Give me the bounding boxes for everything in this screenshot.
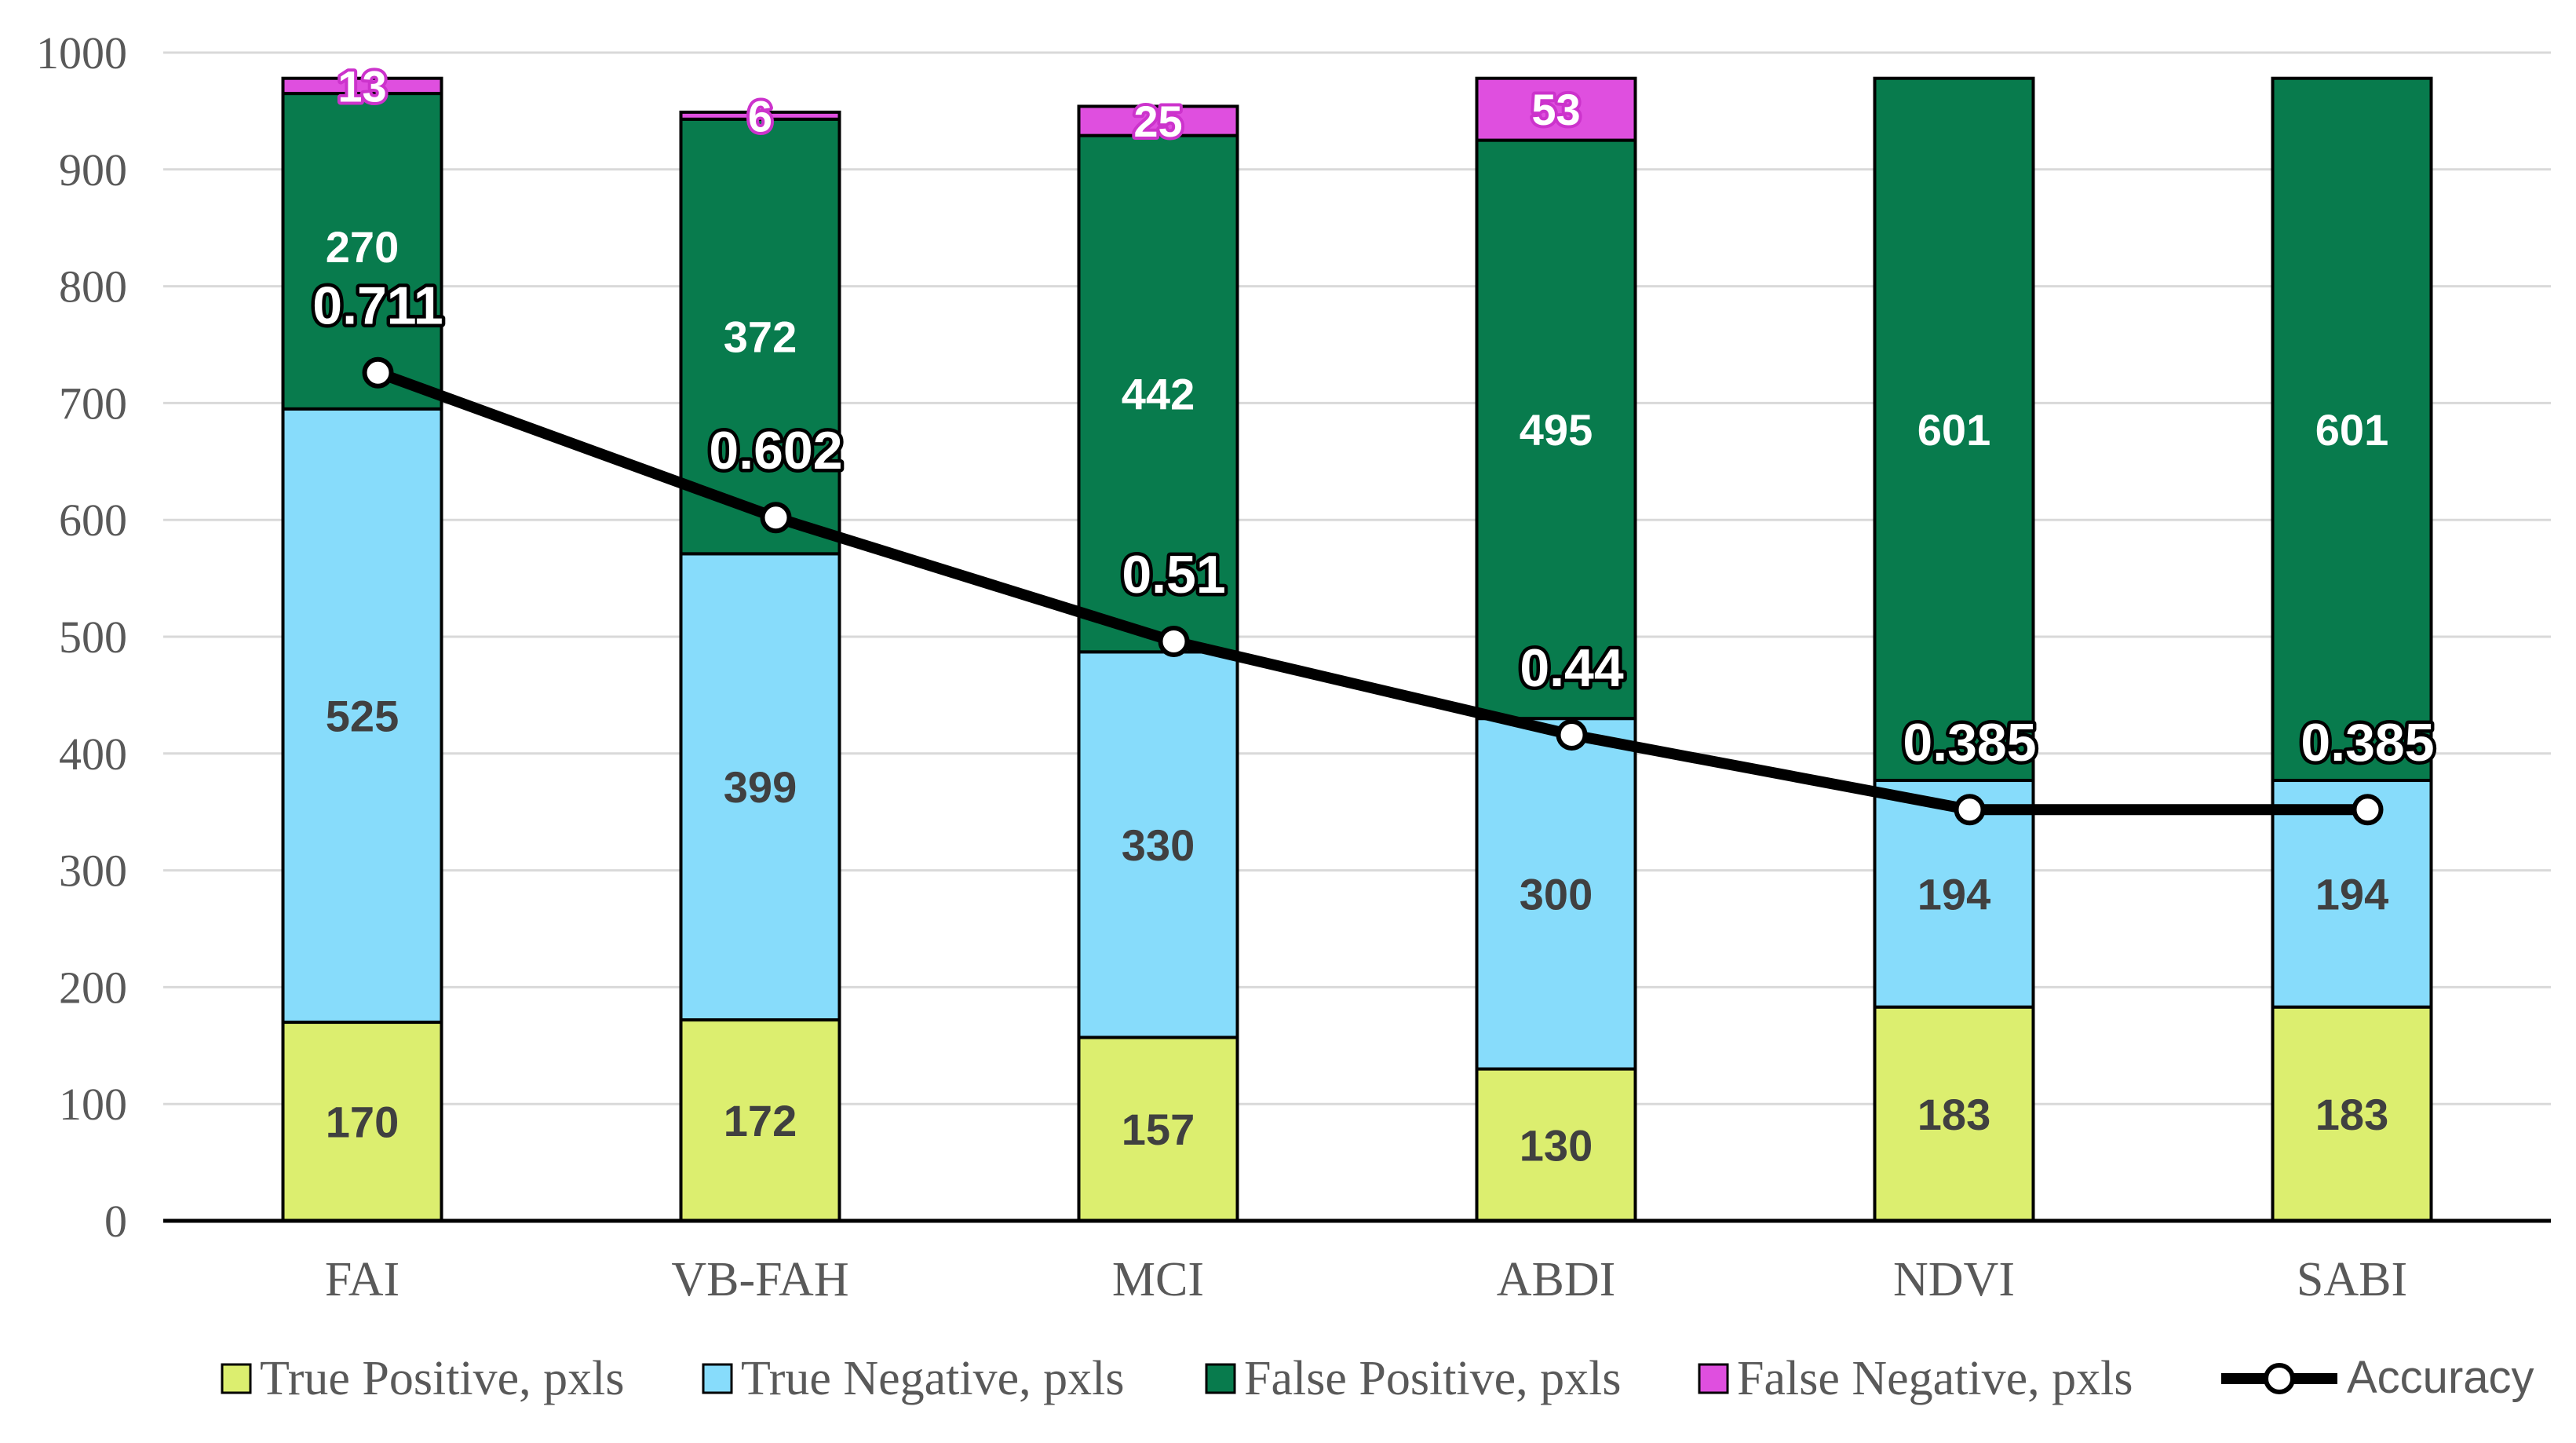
data-label: 330 <box>1122 820 1195 870</box>
accuracy-point <box>2352 794 2384 826</box>
legend-swatch <box>1698 1363 1729 1394</box>
accuracy-data-label: 0.385 <box>2301 713 2434 773</box>
accuracy-point <box>1158 625 1190 657</box>
bar-segment <box>679 110 841 121</box>
accuracy-data-label: 0.385 <box>1903 713 2036 773</box>
data-label: 183 <box>1917 1090 1990 1139</box>
data-label: 194 <box>1917 869 1990 919</box>
accuracy-point <box>760 502 792 534</box>
data-label: 183 <box>2315 1090 2388 1139</box>
y-axis-ticks: 0 100 200 300 400 500 600 700 800 900 1000 <box>36 27 127 1247</box>
y-tick-label: 100 <box>59 1079 127 1130</box>
legend-swatch <box>1205 1363 1236 1394</box>
data-label: 13 <box>338 61 386 111</box>
accuracy-point <box>1954 794 1986 826</box>
gridlines <box>163 51 2551 1105</box>
bar-segment <box>281 76 443 96</box>
data-label: 130 <box>1520 1120 1593 1170</box>
data-label: 442 <box>1122 369 1195 418</box>
x-category-label: SABI <box>2297 1253 2407 1306</box>
bar-segment <box>1475 1067 1637 1223</box>
data-label: 194 <box>2315 869 2388 919</box>
y-tick-label: 900 <box>59 144 127 195</box>
y-tick-label: 300 <box>59 846 127 897</box>
data-label: 601 <box>2315 405 2388 455</box>
legend: True Positive, pxls True Negative, pxls Fa… <box>221 1352 2534 1405</box>
data-label: 495 <box>1520 405 1593 455</box>
legend-label: True Positive, pxls <box>260 1352 625 1405</box>
y-tick-label: 1000 <box>36 27 127 79</box>
y-tick-label: 200 <box>59 962 127 1013</box>
data-label: 601 <box>1917 405 1990 455</box>
legend-marker <box>2264 1363 2295 1394</box>
x-category-label: ABDI <box>1497 1253 1616 1306</box>
bar-segment <box>1475 76 1637 142</box>
legend-swatch <box>221 1363 252 1394</box>
bar-segment <box>2271 76 2433 783</box>
bar-segment <box>1873 76 2035 783</box>
y-tick-label: 500 <box>59 612 127 663</box>
data-label: 399 <box>724 762 797 812</box>
data-label: 525 <box>326 691 399 740</box>
x-axis-categories: FAI VB-FAH MCI ABDI NDVI SABI <box>325 1253 2407 1306</box>
bar-segment <box>281 407 443 1025</box>
x-category-label: FAI <box>325 1253 400 1306</box>
legend-label: True Negative, pxls <box>741 1352 1125 1405</box>
data-label: 172 <box>724 1096 797 1145</box>
data-label: 170 <box>326 1098 399 1147</box>
data-label: 6 <box>748 91 772 141</box>
x-category-label: NDVI <box>1893 1253 2015 1306</box>
bars <box>281 76 2433 1223</box>
legend-label: Accuracy <box>2347 1352 2534 1403</box>
bar-segment <box>1475 717 1637 1071</box>
bar-segment <box>1077 104 1239 137</box>
accuracy-data-label: 0.602 <box>709 421 842 480</box>
accuracy-point <box>1556 718 1588 751</box>
accuracy-series-line <box>376 367 2368 816</box>
bar-segment <box>1475 138 1637 721</box>
accuracy-data-label: 0.44 <box>1520 638 1624 698</box>
y-tick-label: 700 <box>59 378 127 429</box>
accuracy-data-label: 0.51 <box>1122 545 1225 605</box>
bar-segment <box>2271 1005 2433 1223</box>
bar-segment <box>679 117 841 556</box>
data-label: 53 <box>1531 85 1580 134</box>
legend-label: False Negative, pxls <box>1737 1352 2133 1405</box>
bar-segment <box>1873 1005 2035 1223</box>
bar-segment <box>679 552 841 1022</box>
bar-segment <box>281 92 443 411</box>
segment-labels: 170 525 270 13 172 399 372 6 157 330 442 25 130 300 49… <box>326 58 2388 1170</box>
y-tick-label: 800 <box>59 261 127 312</box>
bar-segment <box>1077 133 1239 654</box>
accuracy-point <box>362 356 394 389</box>
bar-segment <box>1077 650 1239 1039</box>
accuracy-line: 0.711 0.602 0.51 0.44 0.385 0.385 <box>309 272 2438 826</box>
data-label: 25 <box>1133 97 1182 146</box>
data-label: 157 <box>1122 1105 1195 1154</box>
bar-segment <box>2271 779 2433 1009</box>
x-category-label: VB-FAH <box>671 1253 848 1306</box>
y-tick-label: 400 <box>59 729 127 780</box>
legend-label: False Positive, pxls <box>1244 1352 1622 1405</box>
y-tick-label: 0 <box>104 1196 127 1247</box>
data-label: 270 <box>326 222 399 272</box>
data-label: 372 <box>724 312 797 362</box>
legend-swatch <box>702 1363 733 1394</box>
data-label: 300 <box>1520 869 1593 919</box>
accuracy-data-label: 0.711 <box>312 276 443 336</box>
x-category-label: MCI <box>1112 1253 1204 1306</box>
y-tick-label: 600 <box>59 495 127 546</box>
